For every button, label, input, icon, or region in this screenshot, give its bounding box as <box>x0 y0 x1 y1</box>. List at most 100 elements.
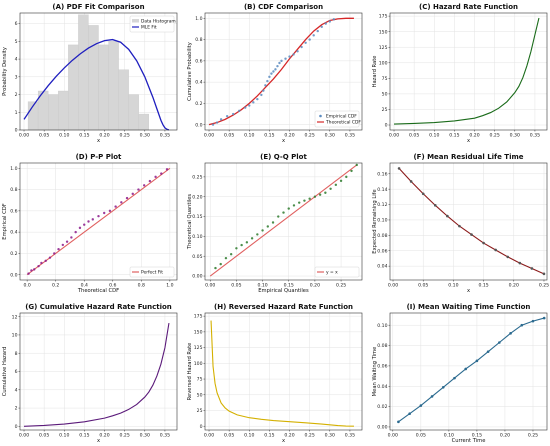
series-line <box>23 38 170 131</box>
y-axis-label: Probability Density <box>2 47 8 96</box>
scatter-point <box>240 243 243 247</box>
plot-area <box>390 13 547 130</box>
x-tick-label: 0.05 <box>409 133 419 139</box>
y-tick-label: 0.4 <box>195 80 202 86</box>
y-tick-label: 10 <box>12 333 18 339</box>
scatter-point <box>300 45 303 49</box>
y-tick-label: 0 <box>15 128 18 134</box>
x-tick-label: 0.35 <box>530 133 540 139</box>
scatter-point <box>219 262 222 266</box>
scatter-point <box>355 163 358 167</box>
y-tick-label: 4 <box>15 57 18 63</box>
scatter-point <box>211 123 215 126</box>
y-tick-label: 50 <box>197 392 203 398</box>
histogram-bar <box>128 94 139 131</box>
scatter-point <box>261 229 264 232</box>
x-tick-label: 0.2 <box>52 283 59 289</box>
scatter-point <box>27 272 30 275</box>
histogram-bar <box>78 14 89 131</box>
panel-title: (B) CDF Comparison <box>244 3 323 11</box>
scatter-point <box>303 199 306 202</box>
scatter-point <box>308 197 311 200</box>
y-tick-label: 0.15 <box>192 214 202 220</box>
legend-label: MLE Fit <box>141 25 157 31</box>
scatter-point <box>219 118 223 121</box>
x-tick-label: 0.35 <box>160 133 170 139</box>
y-tick-label: 50 <box>382 92 388 98</box>
scatter-point <box>87 220 90 223</box>
x-tick-label: 0.20 <box>284 433 294 439</box>
line-marker <box>531 319 535 323</box>
scatter-point <box>256 233 259 236</box>
y-tick-label: 100 <box>194 361 203 367</box>
scatter-point <box>120 201 123 204</box>
x-tick-label: 0.30 <box>140 133 150 139</box>
scatter-point <box>288 55 291 58</box>
x-axis-label: x <box>97 138 100 144</box>
scatter-point <box>324 191 327 194</box>
legend-label: y = x <box>326 271 338 276</box>
panel-title: (H) Reversed Hazard Rate Function <box>214 303 353 311</box>
y-tick-label: 0.08 <box>377 233 387 239</box>
x-tick-label: 0.4 <box>81 283 88 289</box>
x-tick-label: 0.35 <box>160 433 170 439</box>
scatter-point <box>30 269 33 272</box>
axes-frame <box>204 12 363 131</box>
x-tick-label: 0.15 <box>264 133 274 139</box>
y-tick-label: 150 <box>194 329 203 335</box>
legend-box <box>129 15 175 33</box>
x-tick-label: 0.30 <box>325 133 335 139</box>
scatter-point <box>125 196 129 200</box>
x-tick-label: 0.20 <box>509 283 519 289</box>
scatter-point <box>53 252 56 255</box>
x-tick-label: 0.15 <box>79 433 89 439</box>
x-tick-label: 0.00 <box>389 133 399 139</box>
x-tick-label: 0.30 <box>510 133 520 139</box>
x-tick-label: 0.25 <box>120 433 130 439</box>
scatter-point <box>270 72 273 75</box>
y-tick-label: 0.10 <box>377 323 387 329</box>
x-tick-label: 0.25 <box>490 133 500 139</box>
y-axis-label: Mean Waiting Time <box>372 347 378 397</box>
y-axis-label: Cumulative Hazard <box>2 347 8 397</box>
y-tick-label: 0.2 <box>10 251 17 257</box>
y-tick-label: 175 <box>379 14 388 20</box>
scatter-point <box>37 264 40 268</box>
legend-swatch <box>132 19 139 23</box>
scatter-point <box>339 179 343 183</box>
scatter-point <box>70 236 73 239</box>
x-tick-label: 0.0 <box>23 283 30 289</box>
scatter-point <box>74 230 77 234</box>
y-axis-label: Cumulative Probability <box>187 42 193 101</box>
x-tick-label: 0.30 <box>140 433 150 439</box>
x-tick-label: 0.6 <box>109 283 116 289</box>
x-tick-label: 0.00 <box>204 133 214 139</box>
y-tick-label: 0 <box>15 424 18 430</box>
x-tick-label: 0.05 <box>231 283 241 289</box>
plot-area <box>205 313 362 430</box>
axes-frame <box>389 162 548 281</box>
scatter-point <box>308 38 311 41</box>
scatter-point <box>83 223 86 226</box>
y-tick-label: 0.14 <box>377 187 387 193</box>
y-tick-label: 0.10 <box>377 218 387 224</box>
y-tick-label: 3 <box>15 74 18 80</box>
panel-b: 0.00 0.05 0.10 0.15 0.20 0.25 0.30 0.35 0.0 0.2 0.… <box>187 3 363 144</box>
y-tick-label: 2 <box>15 406 18 412</box>
line-marker <box>482 241 485 245</box>
x-tick-label: 0.10 <box>59 133 69 139</box>
panel-c: 0.00 0.05 0.10 0.15 0.20 0.25 0.30 0.35 0 25 50 75 1… <box>372 3 548 144</box>
scatter-point <box>235 247 238 250</box>
line-marker <box>520 323 524 327</box>
series-line <box>209 164 358 277</box>
line-marker <box>475 359 479 363</box>
scatter-point <box>329 187 332 190</box>
y-tick-label: 75 <box>197 377 203 383</box>
x-tick-label: 0.10 <box>448 283 458 289</box>
series-line <box>210 320 354 427</box>
y-tick-label: 0.06 <box>377 364 387 370</box>
scatter-point <box>248 104 251 107</box>
scatter-point <box>252 101 255 104</box>
